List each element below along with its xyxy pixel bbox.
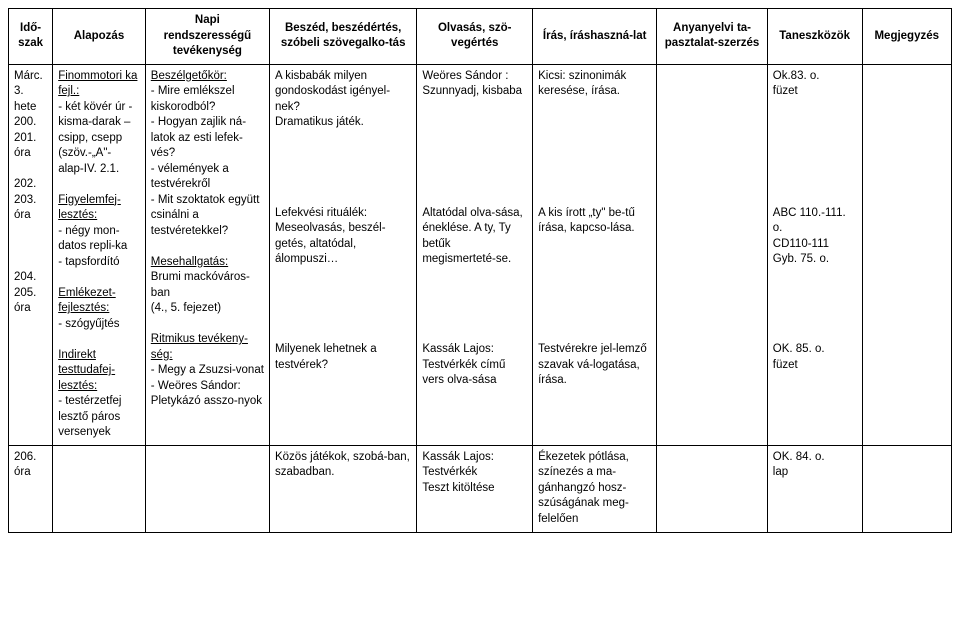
col-olvasas: Olvasás, szö-vegértés [417, 9, 533, 65]
iras-4: Ékezetek pótlása, színezés a ma-gánhangz… [533, 445, 657, 532]
megjegyzes-blank [862, 64, 952, 445]
napi-body-3: - Megy a Zsuzsi-vonat- Weöres Sándor: Pl… [151, 364, 264, 407]
napi-body-2: Brumi mackóváros-ban(4., 5. fejezet) [151, 271, 250, 314]
beszed-3: Milyenek lehetnek a testvérek? [269, 338, 416, 445]
time-3: 204. 205. óra [14, 271, 36, 314]
time-4: 206. óra [9, 445, 53, 532]
olvasas-1: Weöres Sándor : Szunnyadj, kisbaba [417, 64, 533, 202]
time-2: 202. 203. óra [14, 178, 36, 221]
iras-1: Kicsi: szinonimák keresése, írása. [533, 64, 657, 202]
anyanyelvi-4 [657, 445, 768, 532]
beszed-4: Közös játékok, szobá-ban, szabadban. [269, 445, 416, 532]
napi-head-2b: Ritmikus tevékeny-ség: [151, 333, 248, 361]
alap-body-2: - négy mon-datos repli-ka- tapsfordító [58, 225, 127, 268]
curriculum-table: Idő-szak Alapozás Napi rendszerességű te… [8, 8, 952, 533]
napi-4 [145, 445, 269, 532]
iras-2: A kis írott „ty" be-tű írása, kapcso-lás… [533, 202, 657, 339]
col-idoszak: Idő-szak [9, 9, 53, 65]
alap-head-3: Indirekt testtudafej-lesztés: [58, 349, 115, 392]
alap-body-3: - testérzetfej lesztő páros versenyek [58, 395, 121, 438]
alap-head-2b: Emlékezet-fejlesztés: [58, 287, 116, 315]
olvasas-3: Kassák Lajos: Testvérkék című vers olva-… [417, 338, 533, 445]
beszed-1: A kisbabák milyen gondoskodást igényel-n… [269, 64, 416, 202]
time-1: Márc. 3. hete 200. 201. óra [14, 70, 43, 160]
col-anyanyelvi: Anyanyelvi ta-pasztalat-szerzés [657, 9, 768, 65]
header-row: Idő-szak Alapozás Napi rendszerességű te… [9, 9, 952, 65]
alap-4 [53, 445, 146, 532]
alap-body-1: - két kövér úr - kisma-darak – csipp, cs… [58, 101, 132, 175]
alap-head-1: Finommotori ka fejl.: [58, 70, 137, 98]
napi-body-1: - Mire emlékszel kiskorodból?- Hogyan za… [151, 85, 260, 237]
olvasas-2: Altatódal olva-sása, éneklése. A ty, Ty … [417, 202, 533, 339]
col-napi: Napi rendszerességű tevékenység [145, 9, 269, 65]
alap-head-2: Figyelemfej-lesztés: [58, 194, 121, 222]
anyanyelvi-blank [657, 64, 768, 445]
megjegyzes-4 [862, 445, 952, 532]
alap-body-2b: - szógyűjtés [58, 318, 119, 330]
tan-4: OK. 84. o.lap [767, 445, 862, 532]
napi-head-1: Beszélgetőkör: [151, 70, 227, 82]
iras-3: Testvérekre jel-lemző szavak vá-logatása… [533, 338, 657, 445]
col-taneszkozok: Taneszközök [767, 9, 862, 65]
tan-2: ABC 110.-111. o.CD110-111Gyb. 75. o. [767, 202, 862, 339]
napi-head-2: Mesehallgatás: [151, 256, 228, 268]
col-beszed: Beszéd, beszédértés, szóbeli szövegalko-… [269, 9, 416, 65]
col-megjegyzes: Megjegyzés [862, 9, 952, 65]
tan-3: OK. 85. o.füzet [767, 338, 862, 445]
table-row: 206. óra Közös játékok, szobá-ban, szaba… [9, 445, 952, 532]
tan-1: Ok.83. o.füzet [767, 64, 862, 202]
col-alapozas: Alapozás [53, 9, 146, 65]
beszed-2: Lefekvési rituálék:Meseolvasás, beszél-g… [269, 202, 416, 339]
col-iras: Írás, íráshaszná-lat [533, 9, 657, 65]
olvasas-4: Kassák Lajos: TestvérkékTeszt kitöltése [417, 445, 533, 532]
table-row: Márc. 3. hete 200. 201. óra 202. 203. ór… [9, 64, 952, 202]
